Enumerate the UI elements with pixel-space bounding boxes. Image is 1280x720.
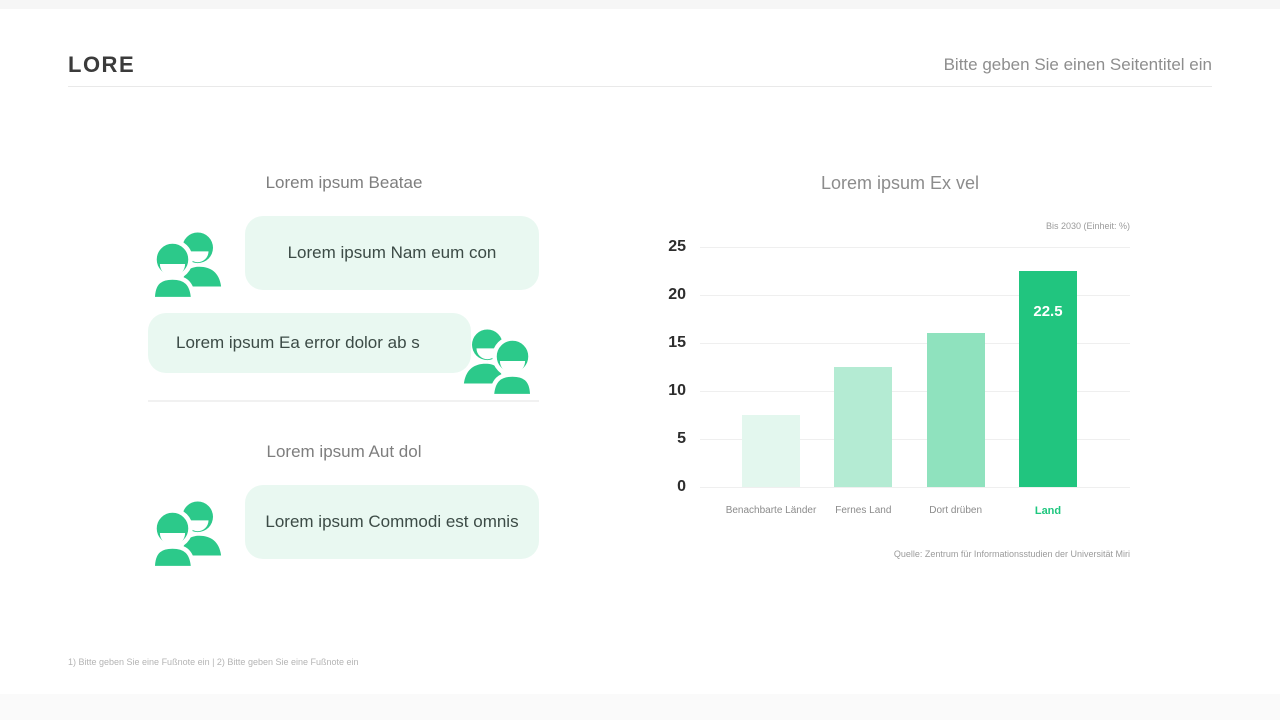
page-background-band-bottom [0, 694, 1280, 720]
y-axis-tick: 0 [677, 478, 686, 495]
footnote-placeholder: 1) Bitte geben Sie eine Fußnote ein | 2)… [68, 657, 359, 667]
x-axis-label: Land [1034, 505, 1062, 517]
chart-source: Quelle: Zentrum für Informationsstudien … [893, 549, 1130, 559]
header-divider [68, 86, 1212, 87]
gridline [700, 439, 1130, 440]
chat-bubble-1: Lorem ipsum Nam eum con [245, 216, 539, 290]
section-heading-2: Lorem ipsum Aut dol [266, 442, 422, 461]
gridline [700, 343, 1130, 344]
x-axis-label: Fernes Land [835, 505, 892, 516]
people-group-icon [150, 496, 222, 570]
chat-bubble-2: Lorem ipsum Ea error dolor ab s [148, 313, 471, 373]
y-axis-tick: 25 [668, 238, 686, 255]
y-axis-tick: 5 [677, 430, 686, 447]
bar-Land: 22.5 [1018, 271, 1077, 487]
chart-title: Lorem ipsum Ex vel [820, 173, 980, 193]
gridline [700, 487, 1130, 488]
page-background-band-top [0, 0, 1280, 9]
chat-bubble-3: Lorem ipsum Commodi est omnis [245, 485, 539, 559]
section-heading-1: Lorem ipsum Beatae [265, 173, 423, 192]
chart-plot: 22.5 [700, 247, 1130, 488]
chat-bubble-3-text: Lorem ipsum Commodi est omnis [265, 512, 519, 531]
x-axis-label: Benachbarte Länder [725, 505, 817, 516]
people-group-icon [150, 227, 222, 301]
chat-bubble-1-text: Lorem ipsum Nam eum con [287, 243, 497, 262]
gridline [700, 391, 1130, 392]
gridline [700, 295, 1130, 296]
bar-Dort drüben [926, 333, 985, 487]
people-group-icon [463, 324, 535, 398]
bar-value-label: 22.5 [1033, 303, 1063, 320]
bar-Fernes Land [834, 367, 893, 487]
page-title-placeholder: Bitte geben Sie einen Seitentitel ein [943, 55, 1212, 74]
gridline [700, 247, 1130, 248]
y-axis-tick: 20 [668, 286, 686, 303]
bar-Benachbarte Länder [742, 415, 800, 487]
brand-logo: LORE [68, 52, 136, 77]
y-axis-tick: 10 [668, 382, 686, 399]
section-divider [148, 400, 539, 402]
chart-yticks: 0 5 10 15 20 25 [640, 238, 686, 495]
chart-unit-note: Bis 2030 (Einheit: %) [1045, 221, 1130, 231]
y-axis-tick: 15 [668, 334, 686, 351]
x-axis-label: Dort drüben [929, 505, 983, 516]
chart-xlabels: Benachbarte Länder Fernes Land Dort drüben… [700, 505, 1130, 525]
chat-bubble-2-text: Lorem ipsum Ea error dolor ab s [176, 333, 420, 352]
